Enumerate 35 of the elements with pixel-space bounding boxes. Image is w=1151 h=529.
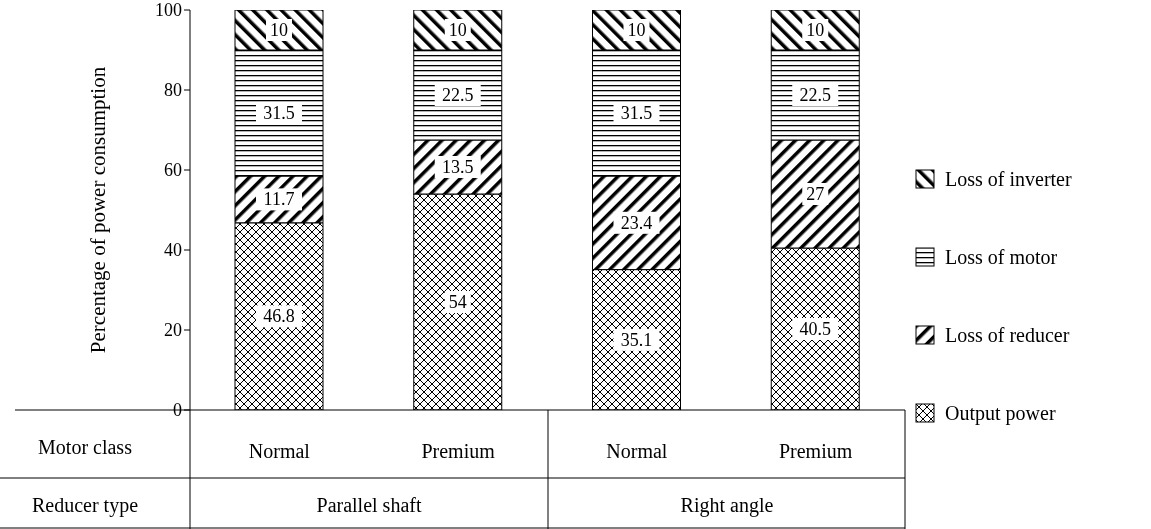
data-label: 54 — [448, 292, 467, 312]
text: Motor class — [38, 436, 133, 458]
data-label: 22.5 — [799, 85, 831, 105]
text: Reducer type — [31, 494, 139, 517]
text: Right angle — [680, 494, 774, 517]
x-tick-label: Normal — [606, 440, 668, 462]
data-label: 10 — [270, 20, 288, 40]
y-tick-label: 100 — [155, 0, 182, 21]
x-tick-label: Premium — [421, 440, 496, 462]
legend-label: Loss of inverter — [945, 167, 1072, 191]
data-label: 31.5 — [620, 103, 653, 123]
y-axis-title: Percentage of power consumption — [86, 66, 111, 354]
legend-label: Loss of reducer — [945, 323, 1070, 347]
y-tick-label: 40 — [164, 240, 182, 261]
x-tick-label: Normal — [248, 440, 311, 462]
data-label: 46.8 — [263, 306, 295, 327]
x-tick-label: Premium — [778, 440, 853, 462]
data-label: 10 — [627, 20, 646, 40]
data-label: 11.7 — [263, 189, 295, 210]
data-label: 27 — [806, 184, 825, 204]
y-tick-label: 20 — [164, 320, 182, 341]
legend-label: Output power — [945, 401, 1056, 425]
y-tick-label: 0 — [173, 400, 182, 421]
data-label: 10 — [448, 20, 467, 40]
text: Parallel shaft — [316, 494, 422, 516]
y-tick-label: 80 — [164, 80, 182, 101]
data-label: 10 — [806, 20, 825, 40]
legend-label: Loss of motor — [945, 245, 1058, 269]
data-label: 35.1 — [620, 329, 653, 350]
data-label: 31.5 — [263, 103, 295, 123]
data-label: 40.5 — [799, 319, 831, 339]
data-label: 22.5 — [442, 85, 474, 105]
y-tick-label: 60 — [164, 160, 182, 181]
data-label: 13.5 — [442, 157, 474, 177]
data-label: 23.4 — [620, 212, 653, 233]
